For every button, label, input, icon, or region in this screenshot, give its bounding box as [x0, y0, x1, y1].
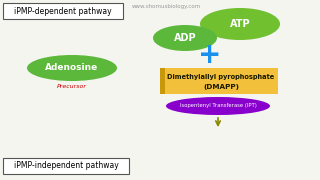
Ellipse shape — [27, 55, 117, 81]
Text: (DMAPP): (DMAPP) — [203, 84, 239, 90]
Text: iPMP-independent pathway: iPMP-independent pathway — [14, 161, 118, 170]
Text: iPMP-dependent pathway: iPMP-dependent pathway — [14, 6, 112, 15]
Text: ATP: ATP — [230, 19, 250, 29]
Text: Precursor: Precursor — [57, 84, 87, 89]
Bar — [160, 68, 165, 94]
Bar — [3, 3, 123, 19]
Ellipse shape — [200, 8, 280, 40]
Text: +: + — [198, 41, 222, 69]
Bar — [160, 68, 278, 94]
Text: ADP: ADP — [174, 33, 196, 43]
Text: Isopentenyl Transferase (IPT): Isopentenyl Transferase (IPT) — [180, 103, 256, 109]
Text: www.shomusbiology.com: www.shomusbiology.com — [132, 4, 201, 9]
Text: Adenosine: Adenosine — [45, 64, 99, 73]
Text: Dimethylallyl pyrophosphate: Dimethylallyl pyrophosphate — [167, 74, 275, 80]
Ellipse shape — [166, 97, 270, 115]
Ellipse shape — [153, 25, 217, 51]
Bar — [3, 158, 129, 174]
